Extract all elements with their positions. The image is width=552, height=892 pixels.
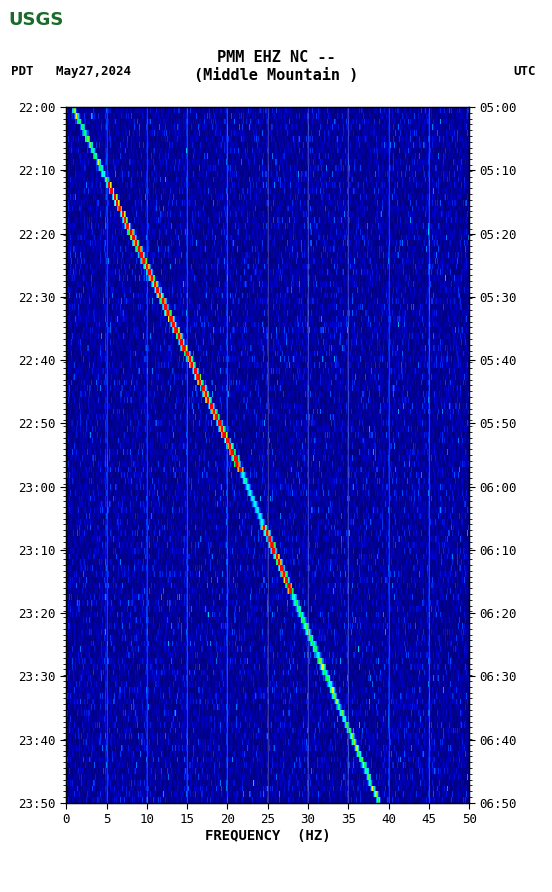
X-axis label: FREQUENCY  (HZ): FREQUENCY (HZ) — [205, 829, 331, 843]
Text: (Middle Mountain ): (Middle Mountain ) — [194, 69, 358, 83]
Text: PMM EHZ NC --: PMM EHZ NC -- — [217, 51, 335, 65]
Text: USGS: USGS — [9, 12, 64, 29]
Text: UTC: UTC — [513, 65, 536, 78]
Text: PDT   May27,2024: PDT May27,2024 — [11, 65, 131, 78]
